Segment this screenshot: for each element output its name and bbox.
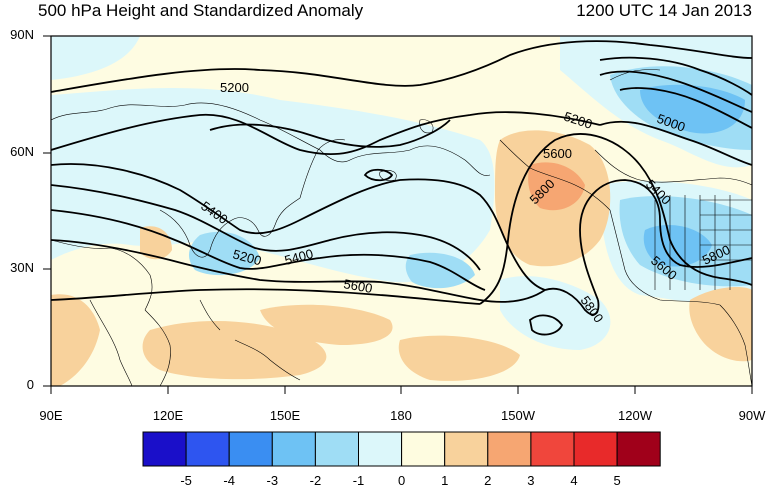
colorbar-label: 4 bbox=[570, 473, 578, 488]
contour-label: 5400 bbox=[283, 246, 315, 268]
lon-label: 90E bbox=[39, 408, 63, 423]
colorbar-swatch bbox=[142, 431, 187, 467]
lat-label: 60N bbox=[10, 144, 34, 159]
colorbar-swatch bbox=[573, 431, 618, 467]
colorbar-swatch bbox=[401, 431, 446, 467]
colorbar-swatch bbox=[185, 431, 230, 467]
colorbar-swatch bbox=[358, 431, 403, 467]
colorbar-label: 5 bbox=[613, 473, 621, 488]
colorbar-label: -4 bbox=[223, 473, 235, 488]
colorbar-label: 0 bbox=[397, 473, 406, 488]
lon-label: 90W bbox=[738, 408, 766, 423]
contour-label: 5600 bbox=[543, 146, 572, 161]
positive-anomaly-region bbox=[260, 304, 393, 345]
colorbar-swatch bbox=[487, 431, 532, 467]
positive-anomaly-region bbox=[142, 320, 327, 380]
colorbar-swatch bbox=[271, 431, 316, 467]
positive-anomaly-region bbox=[140, 226, 172, 260]
lon-label: 180 bbox=[390, 408, 412, 423]
positive-anomaly-region bbox=[398, 335, 520, 381]
positive-anomaly-region bbox=[689, 287, 752, 362]
colorbar-label: 3 bbox=[527, 473, 535, 488]
colorbar-swatch bbox=[444, 431, 489, 467]
colorbar-swatch bbox=[314, 431, 359, 467]
lat-label: 30N bbox=[10, 260, 34, 275]
colorbar-swatch bbox=[616, 431, 661, 467]
positive-anomaly-region bbox=[51, 294, 100, 386]
colorbar-label: -1 bbox=[352, 473, 365, 488]
lat-label: 0 bbox=[26, 377, 34, 392]
colorbar-swatch bbox=[228, 431, 273, 467]
map-title: 500 hPa Height and Standardized Anomaly bbox=[38, 1, 364, 20]
anomaly-shading bbox=[51, 36, 752, 386]
contour-label: 5600 bbox=[342, 276, 373, 296]
negative-anomaly-region bbox=[500, 276, 611, 350]
coastlines bbox=[51, 69, 752, 386]
colorbar-label: 1 bbox=[441, 473, 449, 488]
lon-label: 150W bbox=[501, 408, 535, 423]
negative-anomaly-region bbox=[405, 252, 475, 289]
map-valid-time: 1200 UTC 14 Jan 2013 bbox=[576, 1, 752, 20]
colorbar-label: -3 bbox=[266, 473, 279, 488]
colorbar-label: -2 bbox=[309, 473, 322, 488]
contour-label: 5200 bbox=[220, 80, 249, 95]
colorbar-swatch bbox=[530, 431, 575, 467]
lat-label: 90N bbox=[10, 27, 34, 42]
colorbar-label: 2 bbox=[484, 473, 492, 488]
positive-anomaly-region bbox=[528, 162, 585, 211]
lon-label: 120W bbox=[618, 408, 652, 423]
negative-anomaly-region bbox=[51, 36, 140, 80]
lon-label: 120E bbox=[152, 408, 184, 423]
contour-label: 5200 bbox=[231, 246, 263, 268]
colorbar bbox=[142, 431, 661, 467]
lon-label: 150E bbox=[269, 408, 301, 423]
axis-ticks bbox=[43, 35, 753, 394]
height-contours bbox=[51, 40, 752, 336]
colorbar-label: -5 bbox=[180, 473, 192, 488]
